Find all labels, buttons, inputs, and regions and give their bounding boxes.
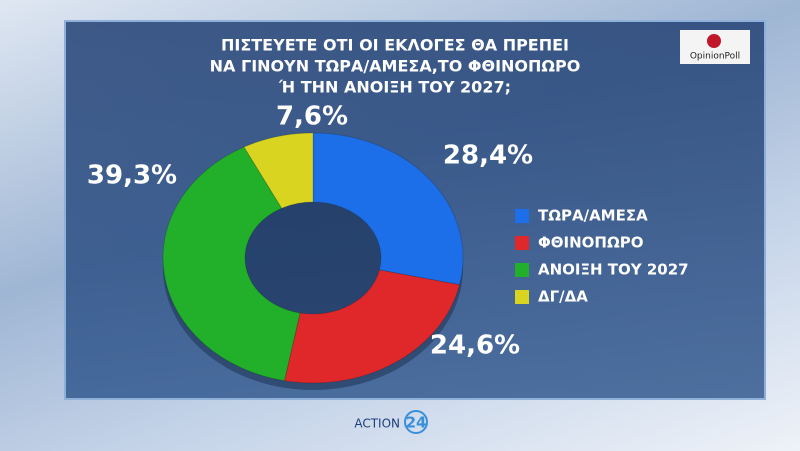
legend-label: ΦΘΙΝΟΠΩΡΟ — [538, 234, 643, 252]
data-label: 28,4% — [443, 141, 533, 171]
data-label: 7,6% — [276, 102, 348, 132]
channel-logo-number: 24 — [406, 414, 427, 432]
donut-segment — [312, 132, 464, 286]
legend-label: ΤΩΡΑ/ΑΜΕΣΑ — [538, 207, 648, 225]
data-label: 39,3% — [87, 161, 177, 191]
legend-swatch — [515, 236, 529, 250]
source-logo: OpinionPoll — [690, 52, 740, 62]
legend-label: ΑΝΟΙΞΗ ΤΟΥ 2027 — [538, 261, 689, 279]
chart-title: ΝΑ ΓΙΝΟΥΝ ΤΩΡΑ/ΑΜΕΣΑ,ΤΟ ΦΘΙΝΟΠΩΡΟ — [210, 57, 581, 76]
chart-title: Ή ΤΗΝ ΑΝΟΙΞΗ ΤΟΥ 2027; — [278, 78, 511, 97]
legend-swatch — [515, 263, 529, 277]
donut-segment — [162, 146, 301, 382]
chart-title: ΠΙΣΤΕΥΕΤΕ ΟΤΙ ΟΙ ΕΚΛΟΓΕΣ ΘΑ ΠΡΕΠΕΙ — [221, 36, 569, 55]
channel-logo: ACTION — [354, 417, 400, 431]
channel-logo-ring — [404, 410, 428, 434]
donut-hole — [245, 202, 381, 314]
donut-segment — [283, 269, 461, 384]
legend-swatch — [515, 290, 529, 304]
donut-segment — [243, 132, 314, 209]
legend-swatch — [515, 209, 529, 223]
source-logo-icon — [707, 34, 721, 48]
data-label: 24,6% — [430, 331, 520, 361]
legend-label: ΔΓ/ΔΑ — [538, 288, 588, 306]
